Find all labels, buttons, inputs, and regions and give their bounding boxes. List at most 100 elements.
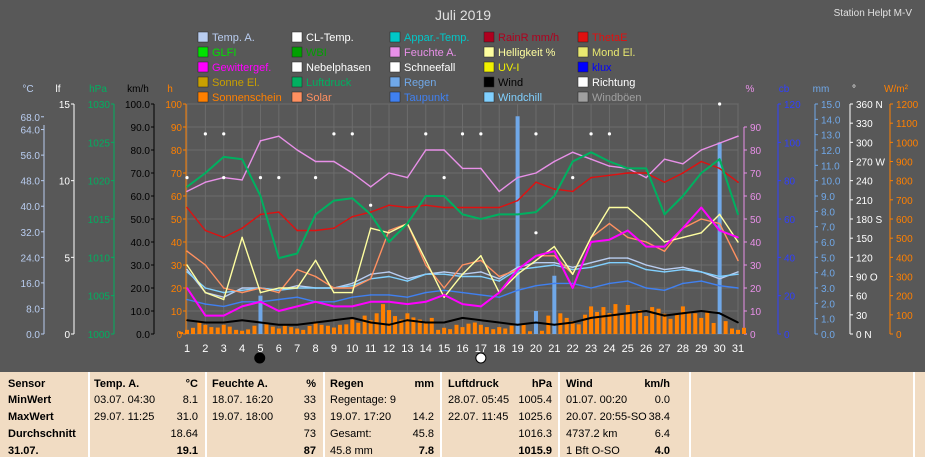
table-cell-value: 8.1 xyxy=(182,394,198,406)
series-point xyxy=(737,321,739,324)
series-point xyxy=(443,195,445,197)
fog-mark xyxy=(424,132,428,136)
series-point xyxy=(718,275,721,278)
axis-tick-right: 14.0 xyxy=(821,115,841,126)
series-point xyxy=(737,241,739,243)
series-point xyxy=(241,291,243,294)
series-point xyxy=(186,190,188,193)
axis-tick-left: 48.0 xyxy=(21,177,41,188)
axis-tick-right: 80 xyxy=(750,146,762,157)
legend-swatch xyxy=(483,61,495,73)
axis-tick-right: 7.0 xyxy=(821,223,835,234)
axis-tick-right: 300 xyxy=(896,273,913,284)
axis-tick-left: 50 xyxy=(171,215,183,226)
sunshine-bar xyxy=(656,308,661,334)
axis-tick-left: 10 xyxy=(59,177,71,188)
series-point xyxy=(718,213,721,216)
series-point xyxy=(553,245,556,248)
axis-tick-left: 70 xyxy=(171,169,183,180)
table-column-unit: hPa xyxy=(531,378,552,390)
axis-tick-left: 1030 xyxy=(88,100,111,111)
series-point xyxy=(186,250,188,252)
series-point xyxy=(663,250,666,252)
series-point xyxy=(590,266,592,269)
table-column-title: Temp. A. xyxy=(94,378,140,390)
series-point xyxy=(314,275,317,278)
sunshine-bar xyxy=(276,328,281,334)
sunshine-bar xyxy=(680,306,685,334)
series-point xyxy=(645,167,647,170)
table-column-title: Feuchte A. xyxy=(212,378,268,390)
sunshine-bar xyxy=(246,329,251,334)
x-tick-label: 10 xyxy=(346,343,358,355)
sunshine-bar xyxy=(282,325,287,334)
axis-tick-left: 1020 xyxy=(88,177,111,188)
series-point xyxy=(424,321,427,324)
series-point xyxy=(571,282,574,285)
fog-mark xyxy=(313,176,318,180)
sunshine-bar xyxy=(625,305,630,334)
axis-tick-right: 0.0 xyxy=(821,330,835,341)
sunshine-bar xyxy=(405,313,410,334)
series-point xyxy=(627,257,629,259)
series-point xyxy=(682,268,684,271)
legend-swatch xyxy=(197,31,209,43)
axis-tick-left: 68.0 xyxy=(21,113,41,124)
x-tick-label: 8 xyxy=(313,343,319,355)
series-point xyxy=(516,273,519,276)
series-point xyxy=(314,160,317,163)
sunshine-bar xyxy=(221,324,226,334)
series-point xyxy=(443,296,445,299)
axis-tick-right: 120 xyxy=(856,253,873,264)
legend-swatch xyxy=(389,91,401,103)
sunshine-bar xyxy=(252,325,257,334)
table-cell-detail: 19.07. 18:00 xyxy=(212,411,274,423)
series-point xyxy=(718,142,721,144)
table-column-unit: km/h xyxy=(644,378,670,390)
series-point xyxy=(700,218,703,220)
series-point xyxy=(314,259,317,262)
series-point xyxy=(461,213,464,216)
axis-tick-left: 0.0 xyxy=(136,330,150,341)
table-cell-value: 0.0 xyxy=(654,394,670,406)
table-cell-value: 1016.3 xyxy=(518,428,552,440)
sunshine-bar xyxy=(240,330,245,334)
sunshine-bar xyxy=(185,329,189,334)
series-point xyxy=(571,190,574,193)
series-point xyxy=(351,215,354,218)
series-point xyxy=(333,227,335,229)
sunshine-bar xyxy=(564,317,569,334)
series-point xyxy=(314,287,317,289)
series-point xyxy=(608,261,611,264)
axis-unit-right: ° xyxy=(852,84,856,95)
series-point xyxy=(241,305,243,308)
axis-tick-right: 6.0 xyxy=(821,238,835,249)
series-point xyxy=(388,324,390,326)
series-point xyxy=(443,206,445,209)
axis-tick-right: 8.0 xyxy=(821,207,835,218)
series-point xyxy=(718,284,721,287)
series-point xyxy=(424,291,427,294)
x-tick-label: 22 xyxy=(567,343,579,355)
series-point xyxy=(498,291,501,294)
series-point xyxy=(718,278,721,280)
sunshine-bar xyxy=(215,327,220,334)
table-cell-value: 93 xyxy=(303,411,316,423)
axis-tick-right: 200 xyxy=(896,292,913,303)
legend-swatch xyxy=(577,46,589,58)
fog-mark xyxy=(460,132,465,136)
series-point xyxy=(222,314,225,317)
series-point xyxy=(516,268,519,271)
series-point xyxy=(259,213,262,216)
series-point xyxy=(553,188,556,190)
sunshine-bar xyxy=(644,316,649,334)
axis-tick-right: 600 xyxy=(896,215,913,226)
sunshine-bar xyxy=(742,327,746,334)
legend-label: RainR mm/h xyxy=(498,32,559,44)
axis-tick-left: 40.0 xyxy=(131,238,151,249)
table-separator xyxy=(558,372,560,457)
series-point xyxy=(296,229,299,232)
series-point xyxy=(369,227,372,229)
axis-tick-left: 1005 xyxy=(88,292,111,303)
sunshine-bar xyxy=(350,319,355,334)
